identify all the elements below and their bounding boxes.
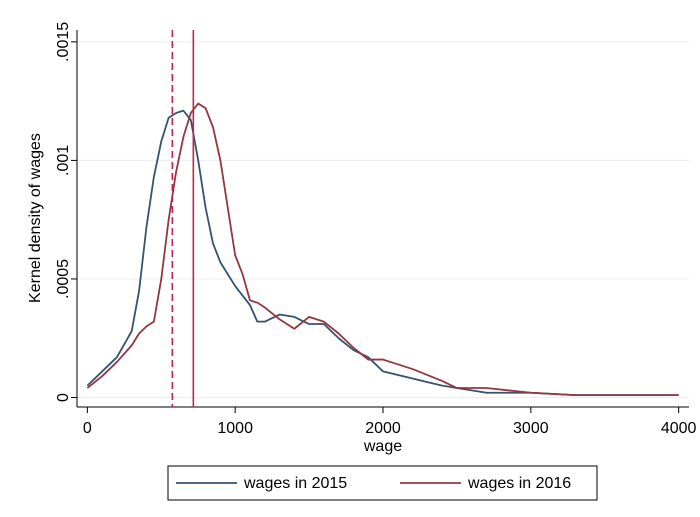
legend-label: wages in 2016	[467, 475, 571, 492]
x-tick-label: 3000	[513, 420, 549, 437]
series-line	[86, 109, 679, 397]
y-tick-label: .0005	[55, 259, 72, 299]
x-axis-title: wage	[363, 438, 402, 455]
x-tick-label: 2000	[365, 420, 401, 437]
y-tick-label: .001	[55, 145, 72, 176]
legend-box	[167, 465, 598, 501]
x-tick-label: 0	[83, 420, 92, 437]
x-tick-label: 4000	[661, 420, 697, 437]
series-line	[86, 102, 679, 397]
legend-label: wages in 2015	[243, 475, 347, 492]
y-tick-label: .0015	[55, 22, 72, 62]
x-tick-label: 1000	[217, 420, 253, 437]
y-axis-title: Kernel density of wages	[27, 133, 44, 303]
y-tick-label: 0	[55, 393, 72, 402]
